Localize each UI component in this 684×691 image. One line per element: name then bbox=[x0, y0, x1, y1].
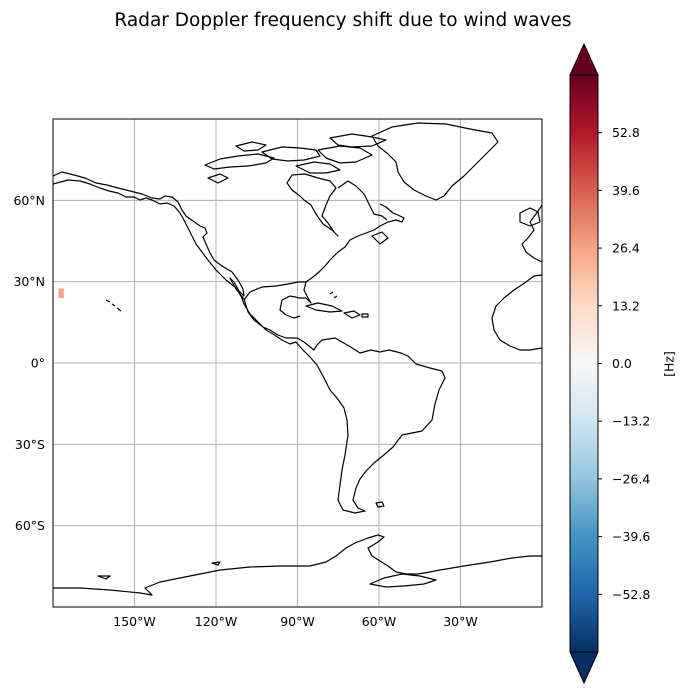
colorbar-tick-label: −52.8 bbox=[612, 587, 650, 602]
coastline-puerto-rico bbox=[361, 313, 369, 318]
coastline-arctic-3 bbox=[295, 161, 341, 174]
colorbar-tick-label: 0.0 bbox=[612, 356, 632, 371]
colorbar-tick-label: 26.4 bbox=[612, 241, 640, 256]
coastline-newfoundland bbox=[371, 231, 389, 245]
coastline-africa bbox=[491, 274, 542, 351]
lon-tick-label: 90°W bbox=[280, 614, 315, 629]
coastline-europe bbox=[521, 204, 542, 263]
coastline-antarctica bbox=[53, 534, 542, 596]
colorbar-tick-label: 52.8 bbox=[612, 125, 640, 140]
colorbar-label: [Hz] bbox=[662, 351, 677, 377]
coastline-iceland bbox=[519, 207, 541, 227]
coastline-hispaniola bbox=[343, 310, 361, 319]
lon-tick-label: 150°W bbox=[113, 614, 155, 629]
map-frame bbox=[52, 118, 543, 608]
coastline-antarctica-shelf bbox=[369, 573, 437, 588]
data-patch bbox=[58, 288, 64, 298]
latitude-ticks: 60°N 30°N 0° 30°S 60°S bbox=[13, 193, 45, 533]
coastlines bbox=[53, 122, 542, 596]
coastline-arctic-7 bbox=[207, 173, 229, 184]
coastline-gulf bbox=[243, 203, 405, 319]
lat-tick-label: 30°N bbox=[13, 274, 45, 289]
lon-tick-label: 30°W bbox=[443, 614, 478, 629]
lon-tick-label: 120°W bbox=[195, 614, 237, 629]
coastline-hawaii bbox=[105, 299, 122, 312]
coastline-arctic-6 bbox=[235, 141, 267, 152]
colorbar-tick-label: −13.2 bbox=[612, 414, 650, 429]
map-title: Radar Doppler frequency shift due to win… bbox=[114, 10, 571, 31]
colorbar-extend-min bbox=[569, 651, 599, 685]
coastline-arctic-5 bbox=[329, 133, 387, 148]
longitude-ticks: 150°W 120°W 90°W 60°W 30°W bbox=[113, 614, 477, 629]
coastline-bahamas bbox=[329, 291, 338, 299]
coastline-americas bbox=[53, 171, 446, 514]
lat-tick-label: 0° bbox=[31, 356, 45, 371]
lat-tick-label: 30°S bbox=[15, 437, 45, 452]
colorbar-ticks: 52.8 39.6 26.4 13.2 0.0 −13.2 −26.4 −39.6 −52.8 bbox=[598, 125, 650, 602]
graticule bbox=[53, 119, 542, 607]
colorbar-tick-label: −39.6 bbox=[612, 529, 650, 544]
lon-tick-label: 60°W bbox=[362, 614, 397, 629]
coastline-falklands bbox=[375, 501, 385, 508]
coastline-antarctica-islands bbox=[97, 561, 221, 580]
colorbar-tick-label: 39.6 bbox=[612, 183, 640, 198]
map-panel: 150°W 120°W 90°W 60°W 30°W 60°N30°N0°30°S60°… bbox=[13, 118, 543, 629]
colorbar-tick-label: 13.2 bbox=[612, 298, 640, 313]
coastline-cuba bbox=[305, 302, 343, 313]
colorbar-scale bbox=[569, 74, 599, 653]
lat-tick-label: 60°S bbox=[15, 518, 45, 533]
coastline-hudson bbox=[286, 173, 339, 237]
coastline-arctic-1 bbox=[204, 153, 275, 170]
colorbar-extend-max bbox=[569, 42, 599, 76]
colorbar: 52.839.626.413.20.0−13.2−26.4−39.6−52.8 … bbox=[569, 42, 677, 685]
lat-tick-label: 60°N bbox=[13, 193, 45, 208]
coastline-labrador bbox=[337, 180, 388, 221]
colorbar-tick-label: −26.4 bbox=[612, 471, 650, 486]
coastline-arctic-2 bbox=[261, 146, 321, 162]
coastline-greenland bbox=[371, 122, 499, 201]
